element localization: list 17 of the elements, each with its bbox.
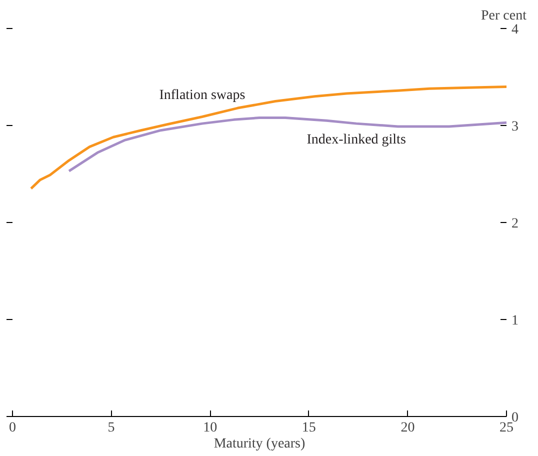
line-series: [30, 85, 506, 190]
series-label: Inflation swaps: [159, 88, 246, 103]
x-tick-label: 5: [108, 420, 115, 436]
y-axis-title: Per cent: [481, 8, 527, 24]
x-tick-label: 25: [500, 420, 514, 436]
y-tick-label: 1: [512, 314, 518, 328]
x-tick-label: 0: [9, 420, 16, 436]
x-tick-label: 20: [400, 420, 415, 436]
y-tick-label: 2: [512, 216, 518, 232]
x-axis-title: Maturity (years): [214, 436, 306, 452]
y-tick-label: 4: [512, 22, 518, 38]
x-tick-label: 10: [203, 420, 218, 436]
y-tick-label: 0: [512, 410, 518, 426]
y-tick-label: 3: [512, 120, 518, 134]
series-label: Index-linked gilts: [306, 132, 406, 148]
line-series: [68, 116, 506, 172]
x-tick-label: 15: [302, 420, 316, 436]
